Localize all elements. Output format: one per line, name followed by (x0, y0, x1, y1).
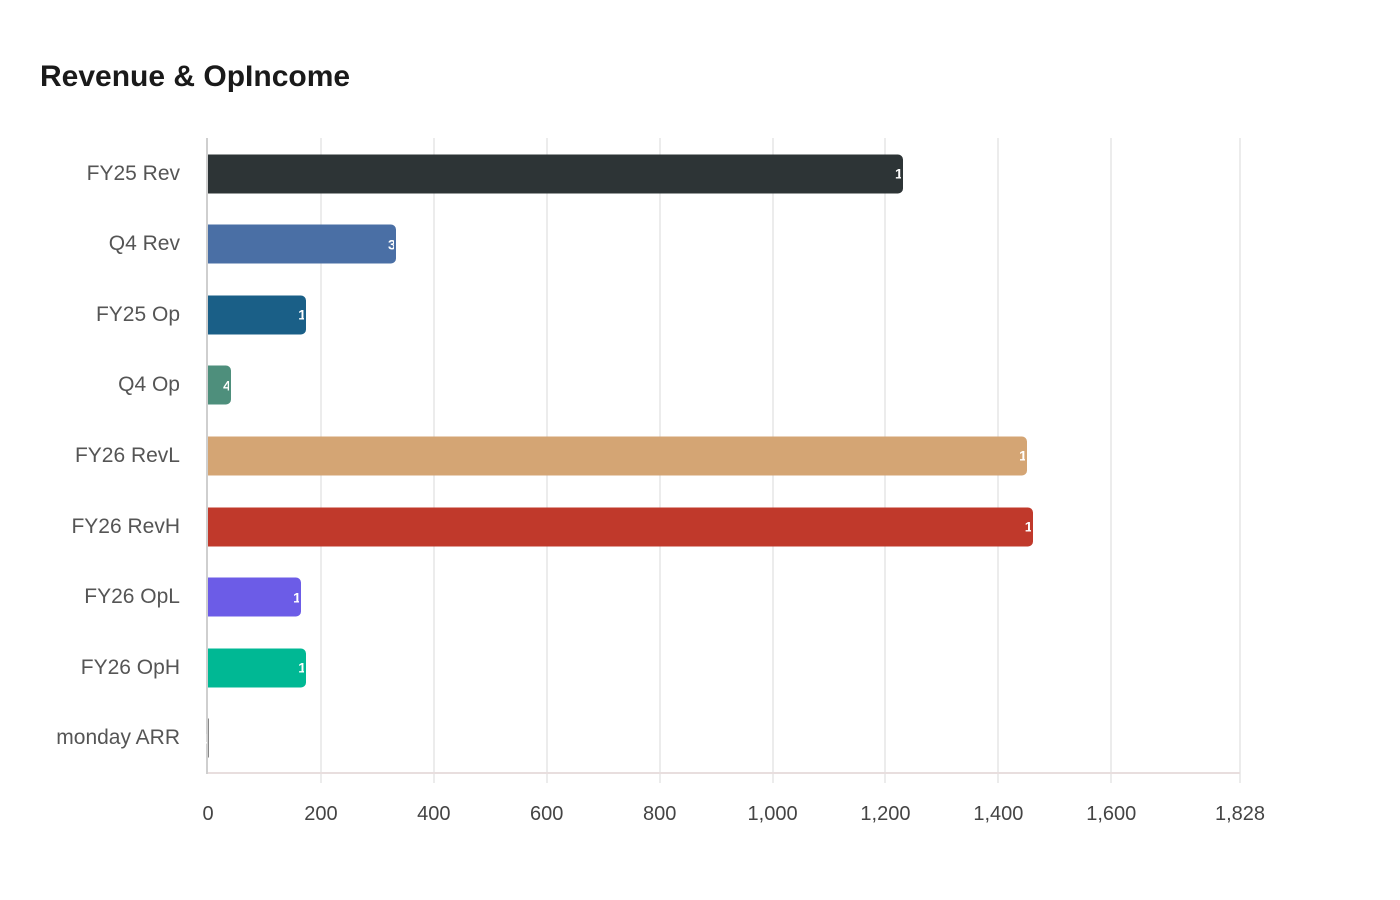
x-tick-label: 1,828 (1214, 803, 1266, 825)
bar[interactable]: 1231 (208, 154, 903, 193)
y-axis-line (206, 138, 208, 774)
x-tick-label: 400 (417, 803, 451, 825)
bar-value-label: 1451 (1019, 447, 1026, 464)
bar[interactable]: 1 (201, 718, 209, 758)
y-category-label: FY25 Op (95, 302, 180, 326)
gridline (1110, 138, 1113, 783)
y-category-label: FY26 OpH (80, 655, 180, 679)
bar[interactable]: 1451 (208, 436, 1028, 476)
bar-value-label: 1461 (1024, 518, 1031, 535)
bar-value-label: 333 (387, 236, 394, 253)
bar[interactable]: 165 (208, 577, 302, 617)
x-tick-label: 600 (530, 803, 564, 825)
x-tick-label: 1,200 (860, 803, 911, 825)
bar[interactable]: 41 (208, 365, 232, 405)
x-tick-label: 0 (202, 803, 214, 825)
x-tick-label: 800 (642, 803, 677, 825)
bar[interactable]: 1461 (208, 507, 1033, 546)
y-category-label: FY26 OpL (84, 585, 180, 609)
y-category-label: FY26 RevH (71, 514, 180, 538)
x-axis-line (208, 772, 1240, 774)
bar[interactable]: 174 (208, 648, 307, 688)
gridline (1239, 138, 1241, 783)
bar[interactable]: 174 (208, 295, 307, 335)
chart-title: Revenue & OpIncome (40, 60, 351, 93)
x-tick-label: 1,000 (747, 803, 798, 825)
bar-value-label: 1231 (894, 165, 901, 182)
x-tick-label: 200 (304, 803, 338, 825)
y-category-label: monday ARR (56, 726, 180, 750)
bar-value-label: 41 (223, 377, 230, 394)
bar[interactable]: 333 (208, 224, 396, 264)
x-tick-label: 1,400 (973, 803, 1024, 825)
x-tick-label: 1,600 (1086, 803, 1137, 825)
bar-value-label: 174 (298, 659, 305, 676)
y-category-label: FY26 RevL (74, 443, 180, 467)
y-category-label: FY25 Rev (86, 161, 180, 185)
bar-value-label: 1 (201, 730, 207, 747)
y-category-label: Q4 Op (118, 373, 180, 397)
y-category-label: Q4 Rev (108, 232, 180, 256)
bar-value-label: 174 (298, 306, 305, 323)
bar-value-label: 165 (293, 589, 300, 606)
